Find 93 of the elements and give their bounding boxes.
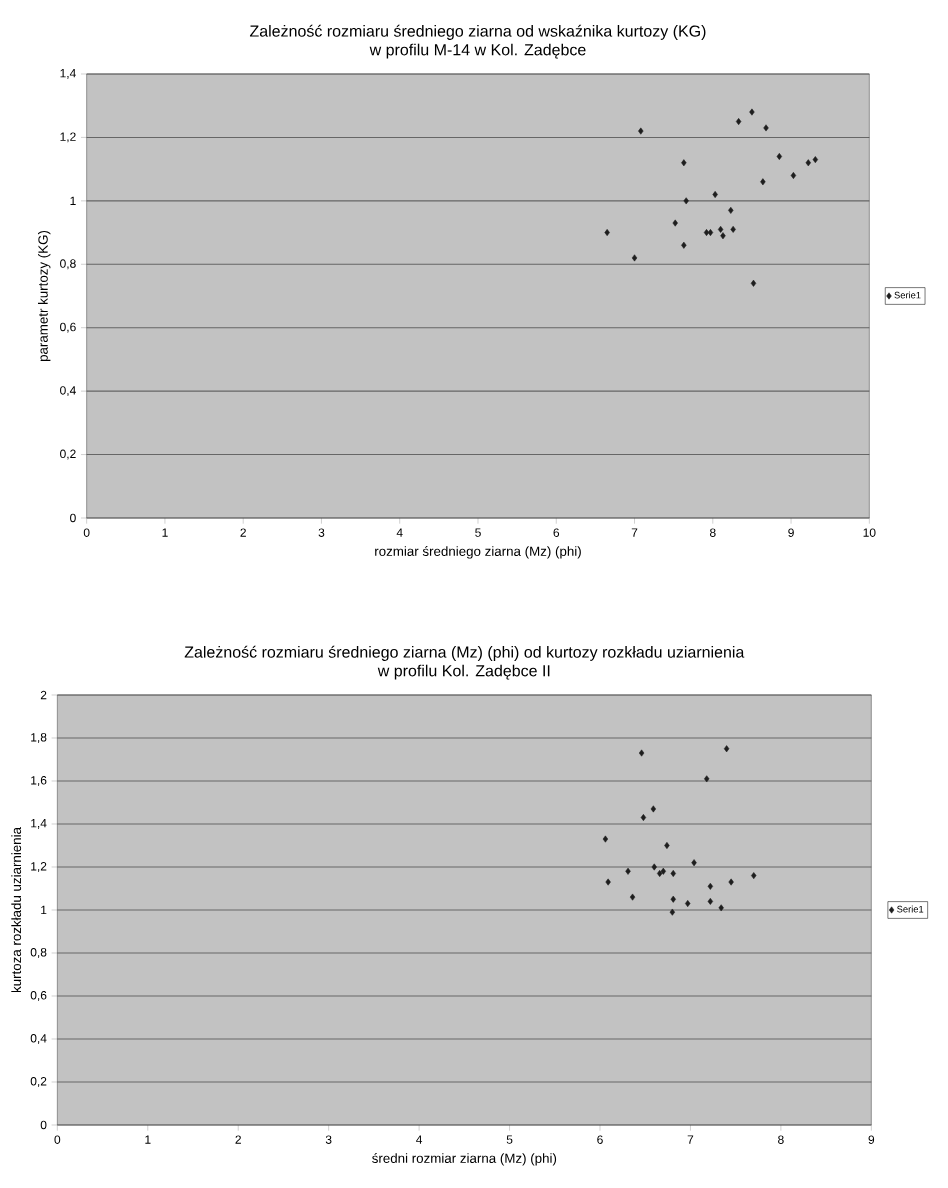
point: [629, 893, 636, 901]
y-tick-label: 0,8: [30, 948, 47, 958]
x-tick-label: 3: [318, 528, 325, 537]
x-tick-label: 8: [709, 528, 716, 537]
point: [625, 867, 631, 875]
point: [712, 191, 718, 198]
x-tick-label: 5: [475, 528, 481, 537]
x-tick-label: 0: [54, 1135, 61, 1144]
point: [681, 241, 687, 249]
chart-title: Zależność rozmiaru średniego ziarna (Mz) (phi) od kurtozy rozkładu uziarnienia: [184, 645, 745, 661]
x-tick-label: 8: [778, 1135, 784, 1144]
y-tick-label: 0,6: [30, 991, 47, 1001]
point: [691, 859, 697, 867]
point: [638, 127, 644, 135]
point: [631, 254, 638, 262]
y-tick-label: 1,2: [60, 132, 76, 143]
y-tick-label: 0,2: [30, 1077, 47, 1087]
y-tick-label: 0,8: [60, 259, 76, 270]
x-tick-label: 3: [325, 1135, 332, 1144]
x-tick-label: 6: [553, 528, 560, 537]
y-tick-label: 1,8: [31, 733, 47, 743]
point: [751, 872, 757, 880]
point: [720, 232, 726, 240]
point: [723, 745, 730, 753]
point: [707, 229, 714, 237]
x-tick-label: 10: [863, 528, 876, 537]
y-tick-label: 0: [40, 1120, 47, 1130]
x-axis-title: rozmiar średniego ziarna (Mz) (phi): [375, 546, 581, 559]
point: [728, 878, 734, 886]
x-tick-label: 7: [631, 528, 638, 537]
point: [683, 197, 689, 205]
x-tick-label: 5: [506, 1135, 513, 1144]
point: [750, 279, 757, 287]
point: [749, 108, 755, 116]
y-tick-label: 1,4: [31, 819, 47, 829]
point: [681, 159, 687, 167]
chart-subtitle: w profilu M-14 w Kol. Zadębce: [369, 43, 586, 59]
x-tick-label: 2: [235, 1135, 241, 1144]
y-axis-title: parametr kurtozy (KG): [38, 230, 51, 362]
point: [790, 172, 797, 179]
point: [717, 225, 724, 233]
x-tick-label: 6: [597, 1135, 603, 1144]
point: [670, 895, 676, 903]
y-tick-label: 0,4: [60, 386, 76, 397]
x-tick-label: 0: [83, 528, 90, 537]
x-tick-label: 9: [788, 528, 794, 537]
x-tick-label: 7: [687, 1135, 694, 1144]
point: [704, 775, 710, 783]
y-tick-label: 0,6: [60, 322, 76, 333]
y-tick-label: 0,4: [30, 1034, 47, 1044]
point: [604, 229, 610, 237]
point: [735, 118, 742, 126]
x-tick-label: 2: [240, 528, 246, 537]
point: [730, 225, 736, 233]
y-tick-label: 1,2: [31, 862, 47, 872]
legend-label: Serie1: [894, 291, 921, 299]
x-tick-label: 9: [868, 1135, 875, 1144]
x-axis-title: średni rozmiar ziarna (Mz) (phi): [372, 1153, 557, 1166]
point: [669, 908, 676, 916]
point: [805, 159, 811, 167]
point: [812, 156, 818, 164]
point: [760, 178, 766, 186]
chart-title: Zależność rozmiaru średniego ziarna od wskaźnika kurtozy (KG): [249, 24, 706, 40]
y-tick-label: 1,4: [60, 69, 76, 79]
point: [685, 900, 691, 908]
point: [707, 882, 714, 890]
point: [640, 814, 647, 822]
x-tick-label: 4: [396, 528, 403, 537]
point: [602, 835, 609, 843]
point: [664, 842, 670, 849]
point: [670, 869, 676, 877]
point: [638, 749, 645, 757]
x-tick-label: 1: [162, 528, 168, 537]
point: [728, 206, 734, 214]
y-tick-label: 1: [70, 196, 76, 205]
point: [707, 897, 714, 905]
point: [650, 805, 657, 813]
chart-subtitle: w profilu Kol. Zadębce II: [377, 664, 550, 680]
y-tick-label: 1,6: [31, 776, 47, 786]
y-axis-title: kurtoza rozkładu uziarnienia: [11, 827, 22, 993]
point: [763, 124, 769, 132]
point: [776, 152, 782, 160]
x-tick-label: 1: [145, 1135, 151, 1144]
y-tick-label: 2: [40, 690, 47, 700]
point: [718, 904, 724, 912]
y-tick-label: 1: [41, 905, 47, 915]
legend-label: Serie1: [897, 905, 924, 913]
point: [651, 863, 657, 871]
y-tick-label: 0: [70, 513, 76, 523]
x-tick-label: 4: [416, 1135, 423, 1144]
point: [672, 219, 678, 227]
point: [605, 878, 611, 886]
y-tick-label: 0,2: [60, 449, 76, 460]
